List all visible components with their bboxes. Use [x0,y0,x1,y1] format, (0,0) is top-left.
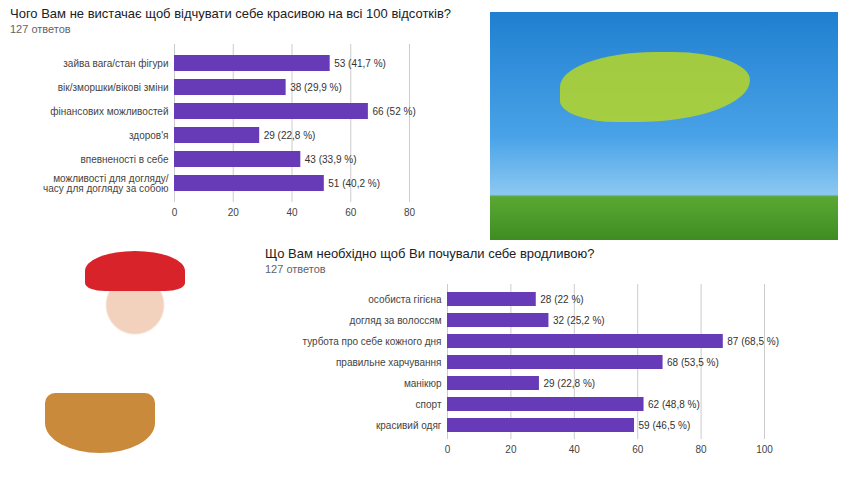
svg-text:правильне харчування: правильне харчування [336,357,442,368]
svg-text:можливості для догляду/часу дл: можливості для догляду/часу для догляду … [43,173,169,194]
svg-text:особиста гігієна: особиста гігієна [368,294,442,305]
svg-text:манікюр: манікюр [404,378,442,389]
svg-text:догляд за волоссям: догляд за волоссям [350,315,442,326]
svg-text:62 (48,8 %): 62 (48,8 %) [648,399,700,410]
svg-text:100: 100 [756,444,773,455]
svg-text:0: 0 [172,207,178,218]
svg-text:87 (68,5 %): 87 (68,5 %) [727,336,779,347]
html-text:127 ответов: 127 ответов [10,23,71,35]
svg-text:впевненості в себе: впевненості в себе [80,154,169,165]
svg-text:66 (52 %): 66 (52 %) [372,106,415,117]
svg-text:спорт: спорт [416,399,442,410]
svg-text:турбота про себе кожного дня: турбота про себе кожного дня [303,336,442,347]
svg-text:80: 80 [404,207,416,218]
svg-text:53 (41,7 %): 53 (41,7 %) [334,58,386,69]
svg-text:51 (40,2 %): 51 (40,2 %) [328,178,380,189]
svg-text:29 (22,8 %): 29 (22,8 %) [543,378,595,389]
svg-text:29 (22,8 %): 29 (22,8 %) [264,130,316,141]
svg-text:80: 80 [696,444,708,455]
svg-text:60: 60 [632,444,644,455]
svg-text:красивий одяг: красивий одяг [376,420,442,431]
svg-text:зайва вага/стан фігури: зайва вага/стан фігури [63,58,168,69]
html-text:Чого Вам не вистачає щоб відчу: Чого Вам не вистачає щоб відчувати себе … [10,6,452,21]
svg-text:43 (33,9 %): 43 (33,9 %) [305,154,357,165]
svg-text:20: 20 [228,207,240,218]
svg-text:68 (53,5 %): 68 (53,5 %) [667,357,719,368]
svg-text:59 (46,5 %): 59 (46,5 %) [639,420,691,431]
svg-text:32 (25,2 %): 32 (25,2 %) [553,315,605,326]
svg-text:38 (29,9 %): 38 (29,9 %) [290,82,342,93]
svg-text:20: 20 [505,444,517,455]
svg-text:40: 40 [569,444,581,455]
html-text:Що Вам необхідно щоб Ви почува: Що Вам необхідно щоб Ви почували себе вр… [265,246,595,261]
svg-text:фінансових можливостей: фінансових можливостей [50,106,168,117]
svg-text:28 (22 %): 28 (22 %) [540,294,583,305]
svg-text:60: 60 [345,207,357,218]
svg-text:0: 0 [445,444,451,455]
svg-text:40: 40 [286,207,298,218]
svg-text:здоров'я: здоров'я [129,130,169,141]
html-text:127 ответов: 127 ответов [265,263,326,275]
svg-text:вік/зморшки/вікові зміни: вік/зморшки/вікові зміни [58,82,169,93]
